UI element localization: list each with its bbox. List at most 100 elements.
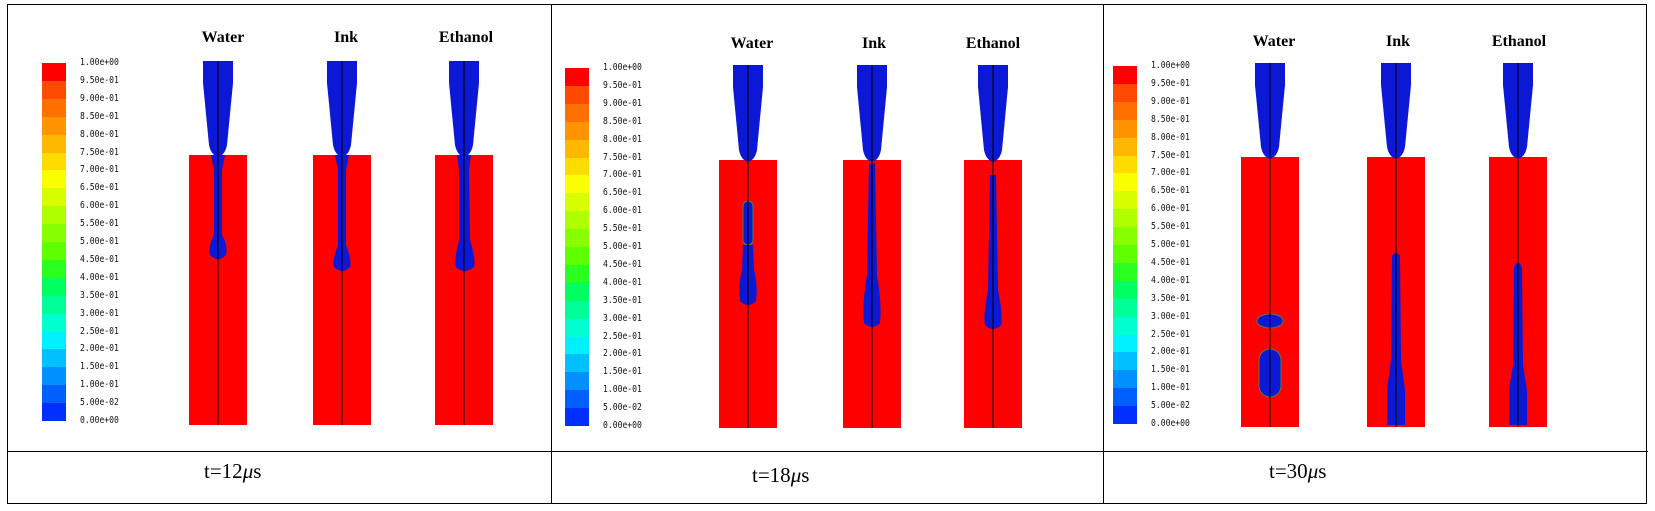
legend-swatch xyxy=(1113,101,1137,121)
legend-swatch xyxy=(565,229,589,248)
legend-tick-label: 7.00e-01 xyxy=(80,164,119,176)
legend-swatch xyxy=(565,390,589,409)
divider xyxy=(1104,451,1648,452)
legend-tick-label: 3.50e-01 xyxy=(80,289,119,301)
legend-tick-label: 2.00e-01 xyxy=(603,348,642,360)
time-label: t=30μs xyxy=(1269,459,1327,483)
legend-tick-label: 0.00e+00 xyxy=(1151,418,1190,429)
color-legend: 1.00e+00 9.50e-01 9.00e-01 8.50e-01 8.00e-01… xyxy=(42,57,162,426)
legend-tick-label: 4.00e-01 xyxy=(603,276,642,288)
legend-tick-label: 1.00e-01 xyxy=(80,379,119,391)
legend-swatch xyxy=(42,206,66,225)
legend-swatch xyxy=(1113,388,1137,407)
color-legend: 1.00e+00 9.50e-01 9.00e-01 8.50e-01 8.00e-01… xyxy=(1113,60,1233,429)
legend-swatch xyxy=(42,80,66,100)
legend-swatch xyxy=(42,63,66,82)
legend-tick-label: 1.50e-01 xyxy=(1151,364,1190,376)
legend-tick-label: 4.50e-01 xyxy=(603,258,642,270)
legend-swatch xyxy=(565,336,589,355)
column-label-ink: Ink xyxy=(333,29,359,46)
legend-swatch xyxy=(1113,209,1137,228)
legend-tick-label: 9.50e-01 xyxy=(603,79,642,91)
legend-tick-label: 5.00e-02 xyxy=(603,402,642,414)
legend-swatch xyxy=(565,68,589,87)
legend-tick-label: 6.50e-01 xyxy=(1151,185,1190,197)
legend-tick-label: 6.50e-01 xyxy=(603,187,642,199)
legend-swatch xyxy=(1113,245,1137,264)
liquid-jet xyxy=(455,155,475,271)
legend-tick-label: 1.00e+00 xyxy=(603,62,642,73)
legend-tick-label: 5.50e-01 xyxy=(603,223,642,235)
legend-tick-label: 9.00e-01 xyxy=(1151,95,1190,107)
legend-tick-label: 2.50e-01 xyxy=(80,325,119,337)
legend-tick-label: 8.50e-01 xyxy=(1151,113,1190,125)
legend-tick-label: 1.00e-01 xyxy=(603,384,642,396)
simulation-plots xyxy=(719,65,1022,428)
legend-tick-label: 9.50e-01 xyxy=(80,74,119,86)
legend-swatch xyxy=(42,259,66,279)
legend-swatch xyxy=(565,157,589,176)
legend-tick-label: 3.00e-01 xyxy=(603,312,642,324)
legend-tick-label: 2.50e-01 xyxy=(603,330,642,342)
legend-swatch xyxy=(42,349,66,368)
legend-swatch xyxy=(1113,406,1137,425)
legend-swatch xyxy=(42,403,66,422)
legend-swatch xyxy=(1113,334,1137,353)
legend-tick-label: 4.00e-01 xyxy=(1151,274,1190,286)
legend-tick-label: 8.00e-01 xyxy=(80,128,119,140)
legend-tick-label: 6.50e-01 xyxy=(80,182,119,194)
legend-tick-label: 8.50e-01 xyxy=(603,115,642,127)
legend-tick-label: 8.00e-01 xyxy=(1151,131,1190,143)
legend-tick-label: 9.00e-01 xyxy=(80,92,119,104)
legend-swatch xyxy=(42,295,66,315)
legend-tick-label: 3.00e-01 xyxy=(80,307,119,319)
column-label-ink: Ink xyxy=(861,35,887,52)
legend-swatch xyxy=(1113,191,1137,210)
color-legend: 1.00e+00 9.50e-01 9.00e-01 8.50e-01 8.00e-01… xyxy=(565,62,685,431)
column-label-ethanol: Ethanol xyxy=(438,29,494,46)
column-label-ink: Ink xyxy=(1385,33,1411,50)
divider xyxy=(552,451,1103,452)
time-label: t=18μs xyxy=(752,463,810,487)
legend-tick-label: 2.50e-01 xyxy=(1151,328,1190,340)
legend-tick-label: 5.00e-01 xyxy=(80,236,119,247)
simulation-plots xyxy=(189,61,493,425)
legend-tick-label: 7.50e-01 xyxy=(80,146,119,158)
legend-tick-label: 5.00e-02 xyxy=(1151,400,1190,412)
panel-t18: 1.00e+00 9.50e-01 9.00e-01 8.50e-01 8.00e-01… xyxy=(552,5,1104,503)
legend-tick-label: 5.00e-01 xyxy=(1151,239,1190,250)
column-label-water: Water xyxy=(1252,33,1296,50)
legend-tick-label: 4.00e-01 xyxy=(80,271,119,283)
legend-swatch xyxy=(1113,66,1137,85)
legend-swatch xyxy=(565,408,589,427)
legend-tick-label: 5.50e-01 xyxy=(1151,221,1190,233)
legend-swatch xyxy=(42,116,66,136)
legend-tick-label: 8.00e-01 xyxy=(603,133,642,145)
panel-t30: 1.00e+00 9.50e-01 9.00e-01 8.50e-01 8.00e-01… xyxy=(1104,5,1648,503)
legend-swatch xyxy=(1113,280,1137,300)
legend-tick-label: 2.00e-01 xyxy=(1151,346,1190,358)
legend-swatch xyxy=(565,372,589,391)
legend-swatch xyxy=(1113,137,1137,156)
legend-swatch xyxy=(565,264,589,284)
legend-swatch xyxy=(42,188,66,207)
legend-tick-label: 2.00e-01 xyxy=(80,343,119,355)
legend-tick-label: 3.50e-01 xyxy=(603,294,642,306)
legend-tick-label: 7.00e-01 xyxy=(1151,167,1190,179)
legend-swatch xyxy=(42,367,66,386)
legend-swatch xyxy=(42,385,66,404)
legend-swatch xyxy=(565,139,589,158)
legend-swatch xyxy=(565,354,589,373)
column-label-ethanol: Ethanol xyxy=(1491,33,1547,50)
legend-swatch xyxy=(565,121,589,141)
legend-tick-label: 7.00e-01 xyxy=(603,169,642,181)
legend-tick-label: 1.00e+00 xyxy=(80,57,119,68)
legend-tick-label: 7.50e-01 xyxy=(603,151,642,163)
legend-swatch xyxy=(42,331,66,350)
legend-swatch xyxy=(1113,352,1137,371)
legend-swatch xyxy=(565,282,589,302)
panel-t12: 1.00e+00 9.50e-01 9.00e-01 8.50e-01 8.00e-01… xyxy=(8,5,552,503)
legend-swatch xyxy=(1113,173,1137,192)
legend-swatch xyxy=(1113,119,1137,139)
legend-swatch xyxy=(1113,370,1137,389)
